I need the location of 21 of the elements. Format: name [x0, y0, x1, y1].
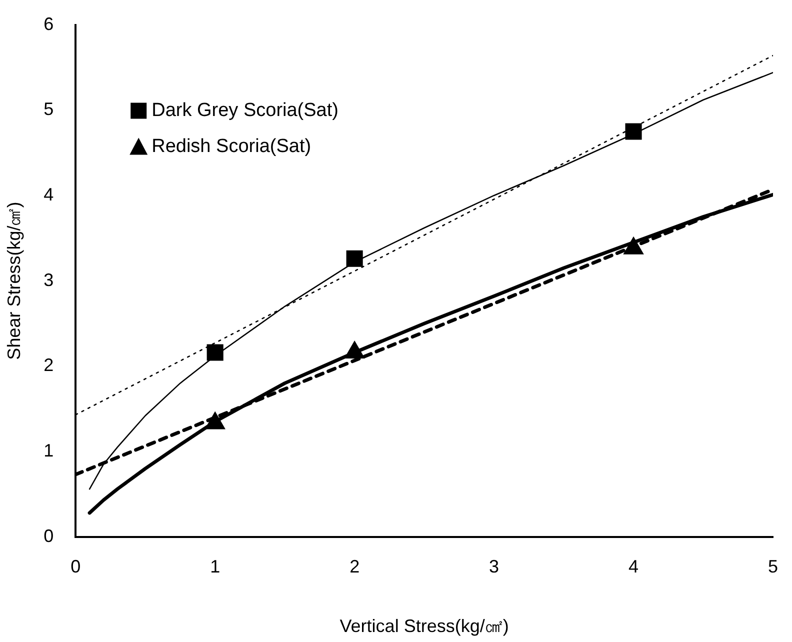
x-axis-title: Vertical Stress(kg/㎠): [340, 616, 509, 636]
x-tick-label: 4: [628, 556, 639, 577]
point: [346, 250, 363, 267]
x-tick-label: 3: [489, 556, 500, 577]
x-tick-label: 2: [350, 556, 360, 577]
point: [625, 123, 642, 140]
x-tick-label: 5: [768, 556, 778, 577]
x-tick-label: 1: [210, 556, 220, 577]
y-tick-label: 0: [44, 526, 54, 546]
y-tick-label: 6: [44, 14, 54, 34]
y-tick-label: 1: [44, 440, 54, 460]
point: [344, 340, 365, 358]
y-tick-label: 2: [44, 355, 54, 376]
x-tick-label: 0: [70, 556, 81, 577]
y-tick-label: 5: [44, 99, 54, 120]
legend-label: Dark Grey Scoria(Sat): [152, 100, 338, 122]
y-tick-label: 3: [44, 270, 54, 290]
legend-label: Redish Scoria(Sat): [152, 136, 312, 158]
y-axis-title: Shear Stress(kg/㎠): [4, 202, 24, 360]
point: [205, 412, 226, 430]
y-tick-label: 4: [44, 184, 54, 204]
